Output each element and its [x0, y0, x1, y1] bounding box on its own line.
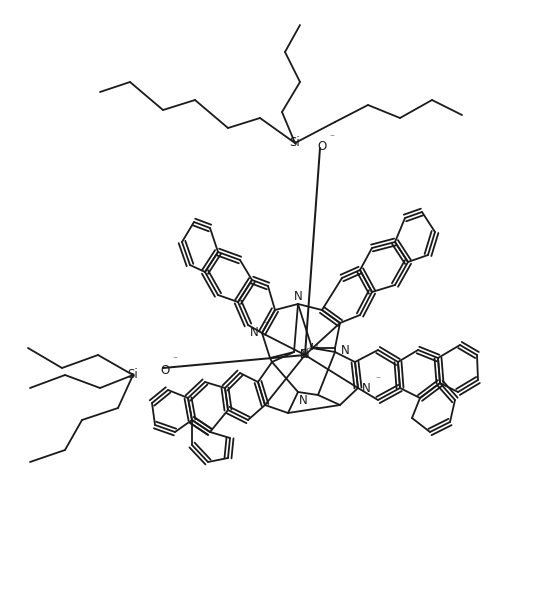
Text: 4+: 4+	[309, 343, 322, 352]
Text: O: O	[317, 139, 327, 152]
Text: ⁻: ⁻	[376, 376, 380, 385]
Text: Si: Si	[128, 368, 139, 382]
Text: N: N	[341, 343, 349, 356]
Text: N: N	[299, 393, 308, 407]
Text: O: O	[160, 364, 170, 377]
Text: ⁻: ⁻	[330, 133, 334, 142]
Text: ⁻: ⁻	[172, 355, 178, 365]
Text: N: N	[294, 289, 302, 303]
Text: N: N	[362, 382, 370, 395]
Text: Si: Si	[300, 349, 310, 362]
Text: N: N	[250, 327, 258, 340]
Text: Si: Si	[289, 136, 300, 150]
Text: ⁻: ⁻	[264, 321, 269, 329]
Text: N: N	[300, 347, 308, 361]
